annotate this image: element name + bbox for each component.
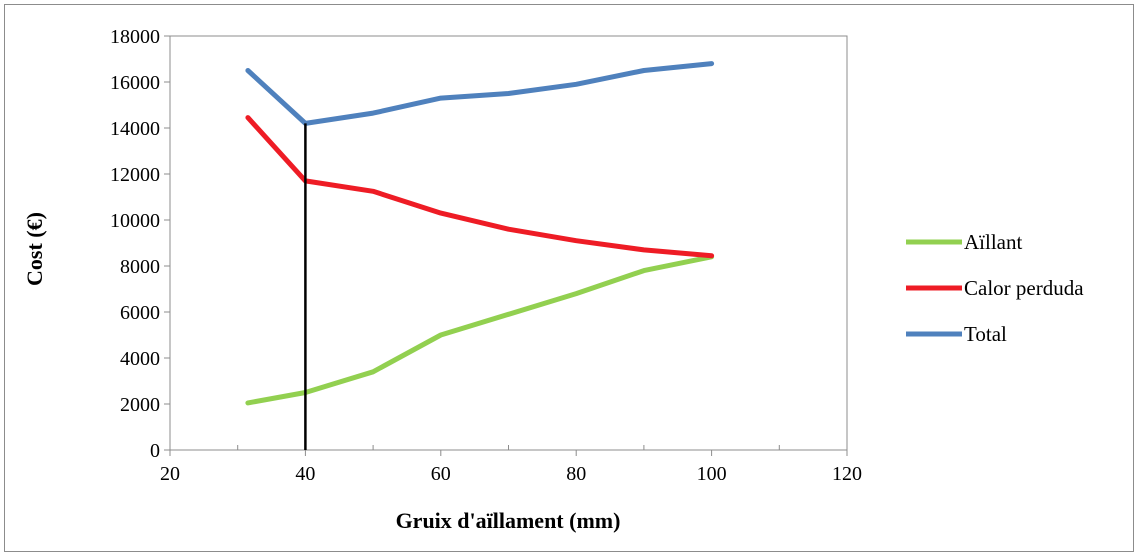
y-tick-label: 16000	[110, 72, 160, 94]
y-axis-title: Cost (€)	[22, 212, 47, 286]
series-layer	[245, 61, 715, 406]
x-tick-label: 40	[295, 463, 315, 485]
x-tick-label: 80	[566, 463, 586, 485]
x-tick-label: 20	[160, 463, 180, 485]
y-tick-label: 10000	[110, 210, 160, 232]
series-line-3	[245, 61, 715, 126]
y-tick-label: 14000	[110, 118, 160, 140]
x-tick-label: 120	[832, 463, 862, 485]
y-tick-label: 0	[150, 440, 160, 462]
series-line-2	[245, 115, 715, 259]
x-axis-title: Gruix d'aïllament (mm)	[396, 508, 621, 533]
series-line-1	[245, 254, 715, 406]
legend-label: Calor perduda	[964, 276, 1084, 300]
x-axis-ticks: 20 40 60 80 100 120	[160, 445, 862, 485]
y-tick-label: 6000	[120, 302, 160, 324]
y-tick-label: 8000	[120, 256, 160, 278]
legend: Aïllant Calor perduda Total	[906, 230, 1084, 346]
legend-label: Total	[964, 322, 1007, 346]
x-tick-label: 60	[431, 463, 451, 485]
y-tick-label: 12000	[110, 164, 160, 186]
y-tick-label: 4000	[120, 348, 160, 370]
legend-label: Aïllant	[964, 230, 1022, 254]
y-axis-ticks: 0 2000 4000 6000 8000 10000 12000 14000 16000 180…	[110, 26, 170, 462]
y-tick-label: 2000	[120, 394, 160, 416]
x-tick-label: 100	[697, 463, 727, 485]
y-tick-label: 18000	[110, 26, 160, 48]
chart-frame: 0 2000 4000 6000 8000 10000 12000 14000 16000 180…	[4, 4, 1134, 552]
chart-border	[4, 4, 1134, 552]
